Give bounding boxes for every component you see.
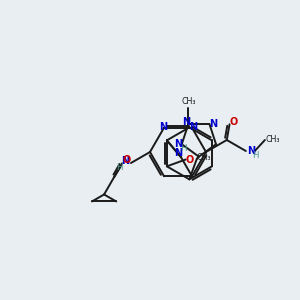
Text: CH₃: CH₃ xyxy=(266,136,280,145)
Text: N: N xyxy=(174,148,182,158)
Text: CH₃: CH₃ xyxy=(181,97,196,106)
Text: N: N xyxy=(159,122,167,132)
Text: H: H xyxy=(180,144,186,153)
Text: O: O xyxy=(123,155,131,165)
Text: N: N xyxy=(174,139,182,149)
Text: N: N xyxy=(247,146,255,156)
Text: O: O xyxy=(230,117,238,127)
Text: N: N xyxy=(121,156,129,166)
Text: N: N xyxy=(209,119,217,129)
Text: O: O xyxy=(185,154,194,164)
Text: H: H xyxy=(116,163,122,172)
Text: N: N xyxy=(189,122,197,132)
Text: N: N xyxy=(182,117,190,127)
Text: H: H xyxy=(253,151,259,160)
Text: CH₃: CH₃ xyxy=(196,153,211,162)
